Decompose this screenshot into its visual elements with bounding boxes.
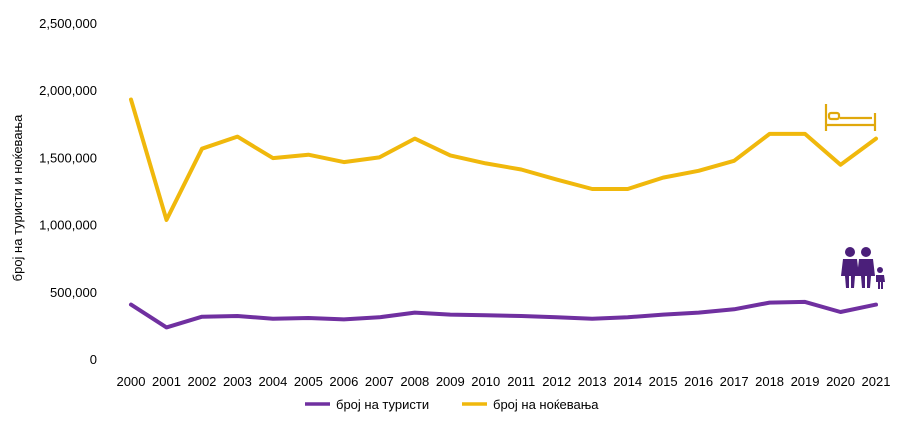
x-tick-label: 2019: [791, 374, 820, 389]
x-tick-label: 2015: [649, 374, 678, 389]
x-tick-label: 2021: [862, 374, 891, 389]
y-tick-label: 1,000,000: [39, 218, 97, 233]
legend: број на туристи број на ноќевања: [305, 397, 599, 412]
y-tick-label: 2,000,000: [39, 83, 97, 98]
x-tick-label: 2004: [258, 374, 287, 389]
x-tick-label: 2002: [187, 374, 216, 389]
x-tick-label: 2020: [826, 374, 855, 389]
x-tick-label: 2005: [294, 374, 323, 389]
x-tick-label: 2018: [755, 374, 784, 389]
x-tick-label: 2000: [117, 374, 146, 389]
y-axis-ticks: 0 500,000 1,000,000 1,500,000 2,000,000 2,500…: [39, 16, 97, 367]
x-tick-label: 2009: [436, 374, 465, 389]
family-icon: [841, 247, 885, 289]
y-tick-label: 2,500,000: [39, 16, 97, 31]
x-tick-label: 2006: [329, 374, 358, 389]
line-chart: 0 500,000 1,000,000 1,500,000 2,000,000 2,500…: [0, 0, 913, 425]
series-lines: [131, 100, 876, 328]
x-axis-ticks: 2000 2001 2002 2003 2004 2005 2006 2007 2008 2009…: [117, 374, 891, 389]
x-tick-label: 2010: [471, 374, 500, 389]
legend-label-tourists: број на туристи: [336, 397, 429, 412]
y-tick-label: 1,500,000: [39, 150, 97, 165]
x-tick-label: 2007: [365, 374, 394, 389]
legend-label-nights: број на ноќевања: [493, 397, 599, 412]
y-axis-label: број на туристи и ноќевања: [10, 114, 25, 281]
x-tick-label: 2011: [507, 374, 535, 389]
y-tick-label: 0: [90, 352, 97, 367]
x-tick-label: 2012: [542, 374, 571, 389]
x-tick-label: 2001: [152, 374, 181, 389]
tourists-line: [131, 302, 876, 328]
bed-icon: [826, 104, 875, 131]
nights-line: [131, 100, 876, 220]
x-tick-label: 2014: [613, 374, 642, 389]
x-tick-label: 2017: [720, 374, 749, 389]
x-tick-label: 2013: [578, 374, 607, 389]
x-tick-label: 2003: [223, 374, 252, 389]
x-tick-label: 2008: [400, 374, 429, 389]
x-tick-label: 2016: [684, 374, 713, 389]
y-tick-label: 500,000: [50, 285, 97, 300]
